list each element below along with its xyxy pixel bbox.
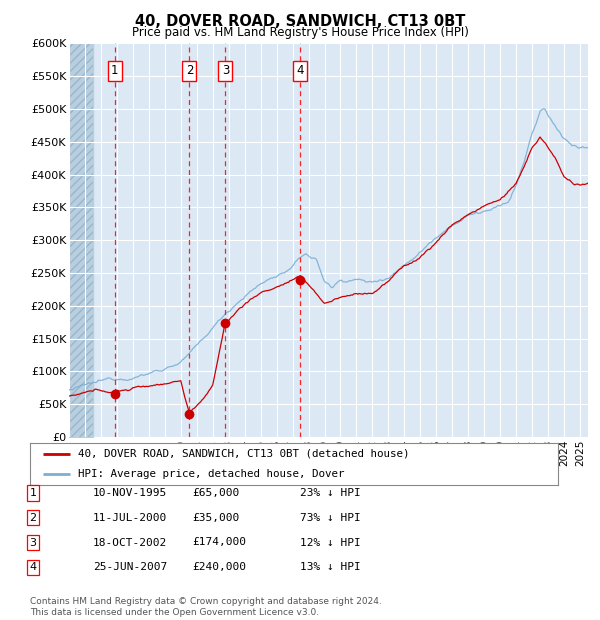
Text: 2: 2 <box>29 513 37 523</box>
Text: 40, DOVER ROAD, SANDWICH, CT13 0BT: 40, DOVER ROAD, SANDWICH, CT13 0BT <box>135 14 465 29</box>
Text: 1: 1 <box>29 488 37 498</box>
Text: 73% ↓ HPI: 73% ↓ HPI <box>300 513 361 523</box>
Text: £240,000: £240,000 <box>192 562 246 572</box>
Text: £35,000: £35,000 <box>192 513 239 523</box>
Text: 23% ↓ HPI: 23% ↓ HPI <box>300 488 361 498</box>
Text: 2: 2 <box>185 64 193 78</box>
Text: HPI: Average price, detached house, Dover: HPI: Average price, detached house, Dove… <box>77 469 344 479</box>
Text: 3: 3 <box>29 538 37 547</box>
Text: 12% ↓ HPI: 12% ↓ HPI <box>300 538 361 547</box>
Text: 25-JUN-2007: 25-JUN-2007 <box>93 562 167 572</box>
Text: Contains HM Land Registry data © Crown copyright and database right 2024.
This d: Contains HM Land Registry data © Crown c… <box>30 598 382 617</box>
Text: £65,000: £65,000 <box>192 488 239 498</box>
Text: 11-JUL-2000: 11-JUL-2000 <box>93 513 167 523</box>
Text: 18-OCT-2002: 18-OCT-2002 <box>93 538 167 547</box>
Text: 10-NOV-1995: 10-NOV-1995 <box>93 488 167 498</box>
Text: Price paid vs. HM Land Registry's House Price Index (HPI): Price paid vs. HM Land Registry's House … <box>131 26 469 39</box>
Text: 13% ↓ HPI: 13% ↓ HPI <box>300 562 361 572</box>
Text: 3: 3 <box>221 64 229 78</box>
Text: 40, DOVER ROAD, SANDWICH, CT13 0BT (detached house): 40, DOVER ROAD, SANDWICH, CT13 0BT (deta… <box>77 449 409 459</box>
Text: 4: 4 <box>296 64 304 78</box>
Text: 1: 1 <box>111 64 119 78</box>
Text: 4: 4 <box>29 562 37 572</box>
Text: £174,000: £174,000 <box>192 538 246 547</box>
